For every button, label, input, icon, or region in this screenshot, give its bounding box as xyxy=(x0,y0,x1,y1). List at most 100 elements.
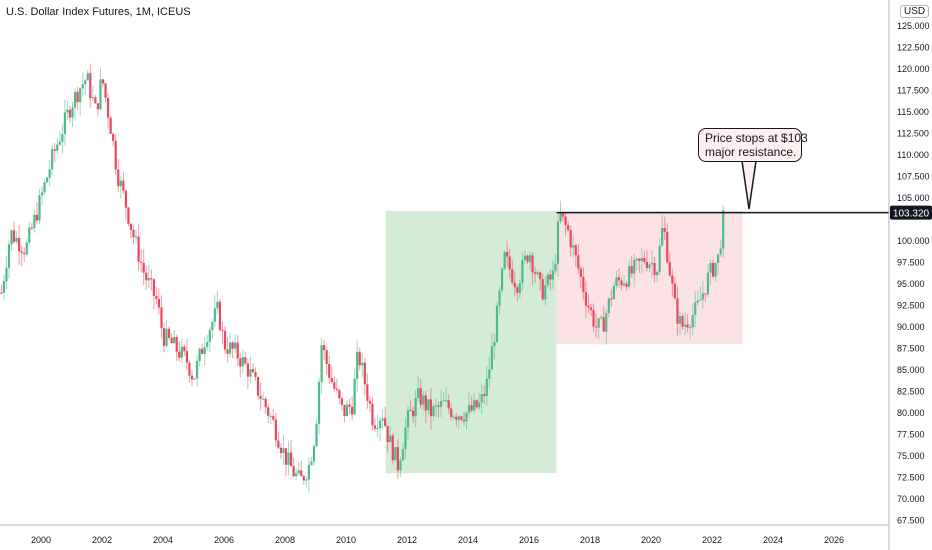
annotation-callout[interactable]: Price stops at $103 major resistance. xyxy=(698,128,808,162)
candle-body xyxy=(373,425,377,429)
candle-body xyxy=(315,423,318,447)
callout-pointer xyxy=(741,160,757,210)
candle-body xyxy=(592,310,595,327)
x-tick-label: 2010 xyxy=(336,535,356,545)
candle-body xyxy=(165,328,168,346)
candle-body xyxy=(338,390,341,399)
candle-body xyxy=(35,214,39,221)
y-tick-label: 70.000 xyxy=(897,494,925,504)
candle-body xyxy=(643,257,646,262)
currency-selector[interactable]: USD xyxy=(900,5,930,18)
candle-body xyxy=(633,260,636,274)
candle-body xyxy=(404,427,407,450)
candle-body xyxy=(12,230,16,242)
candle-body xyxy=(23,252,26,255)
candle-body xyxy=(567,225,570,231)
candle-body xyxy=(208,330,211,343)
y-tick-label: 75.000 xyxy=(897,451,925,461)
candle-body xyxy=(668,262,671,276)
candle-body xyxy=(297,470,300,474)
candle-body xyxy=(503,252,506,269)
candle-body xyxy=(56,144,59,151)
candle-body xyxy=(33,214,36,228)
candle-body xyxy=(68,109,72,118)
x-tick-label: 2024 xyxy=(763,535,783,545)
y-tick-label: 92.500 xyxy=(897,301,925,311)
candle-body xyxy=(234,342,237,349)
candle-body xyxy=(488,369,491,379)
x-tick-label: 2020 xyxy=(641,535,661,545)
candle-body xyxy=(513,282,516,288)
candle-body xyxy=(589,307,593,311)
candle-body xyxy=(170,337,173,344)
candle-body xyxy=(216,301,219,309)
candle-body xyxy=(371,403,374,426)
candle-body xyxy=(485,378,488,396)
candle-body xyxy=(155,295,158,299)
candle-body xyxy=(345,404,349,417)
candle-body xyxy=(251,369,255,373)
price-tag-bg xyxy=(890,205,932,220)
candle-body xyxy=(717,254,720,263)
candle-body xyxy=(676,298,679,324)
candle-body xyxy=(587,305,590,308)
candle-body xyxy=(292,466,295,477)
candle-body xyxy=(18,238,21,252)
candle-body xyxy=(554,263,557,271)
y-tick-label: 72.500 xyxy=(897,473,925,483)
y-tick-label: 122.500 xyxy=(897,43,930,53)
candle-body xyxy=(310,461,313,465)
candle-body xyxy=(305,479,308,481)
candle-body xyxy=(282,448,285,454)
candle-body xyxy=(467,405,471,413)
candle-body xyxy=(521,259,524,284)
candle-body xyxy=(277,440,280,448)
candle-body xyxy=(112,133,115,141)
candle-body xyxy=(140,261,143,263)
candle-body xyxy=(434,405,438,407)
candle-body xyxy=(203,346,206,354)
candle-body xyxy=(231,342,234,349)
candle-body xyxy=(168,328,171,338)
zones-layer xyxy=(385,210,743,474)
candle-body xyxy=(612,286,615,300)
candle-body xyxy=(432,406,435,417)
candle-body xyxy=(523,255,527,260)
candle-body xyxy=(290,452,293,467)
candle-body xyxy=(625,283,628,287)
candle-body xyxy=(48,169,51,178)
x-tick-label: 2004 xyxy=(153,535,173,545)
candle-body xyxy=(582,276,585,293)
green-zone xyxy=(385,210,557,474)
candle-body xyxy=(493,342,496,347)
candle-body xyxy=(160,307,163,329)
candle-body xyxy=(119,180,122,187)
overlay-layer: 103.320 xyxy=(556,160,932,220)
candle-body xyxy=(653,262,656,276)
candle-body xyxy=(333,382,336,389)
candle-body xyxy=(10,230,13,245)
candle-body xyxy=(183,346,186,352)
candle-body xyxy=(661,228,664,246)
candle-body xyxy=(193,378,196,380)
candle-body xyxy=(498,290,501,306)
candle-body xyxy=(142,262,145,273)
candle-body xyxy=(528,255,532,262)
candle-body xyxy=(246,363,249,377)
candle-body xyxy=(241,357,244,367)
candle-body xyxy=(546,274,549,286)
candle-body xyxy=(356,351,359,379)
candle-body xyxy=(607,298,610,314)
candle-body xyxy=(79,88,82,103)
candle-body xyxy=(38,195,41,221)
x-tick-label: 2014 xyxy=(458,535,478,545)
candle-body xyxy=(320,345,323,382)
candle-body xyxy=(335,388,338,391)
candle-body xyxy=(551,270,554,280)
candle-body xyxy=(188,362,191,376)
candle-body xyxy=(460,416,463,420)
candle-body xyxy=(686,324,689,328)
candle-body xyxy=(236,342,239,359)
candle-body xyxy=(30,227,33,229)
